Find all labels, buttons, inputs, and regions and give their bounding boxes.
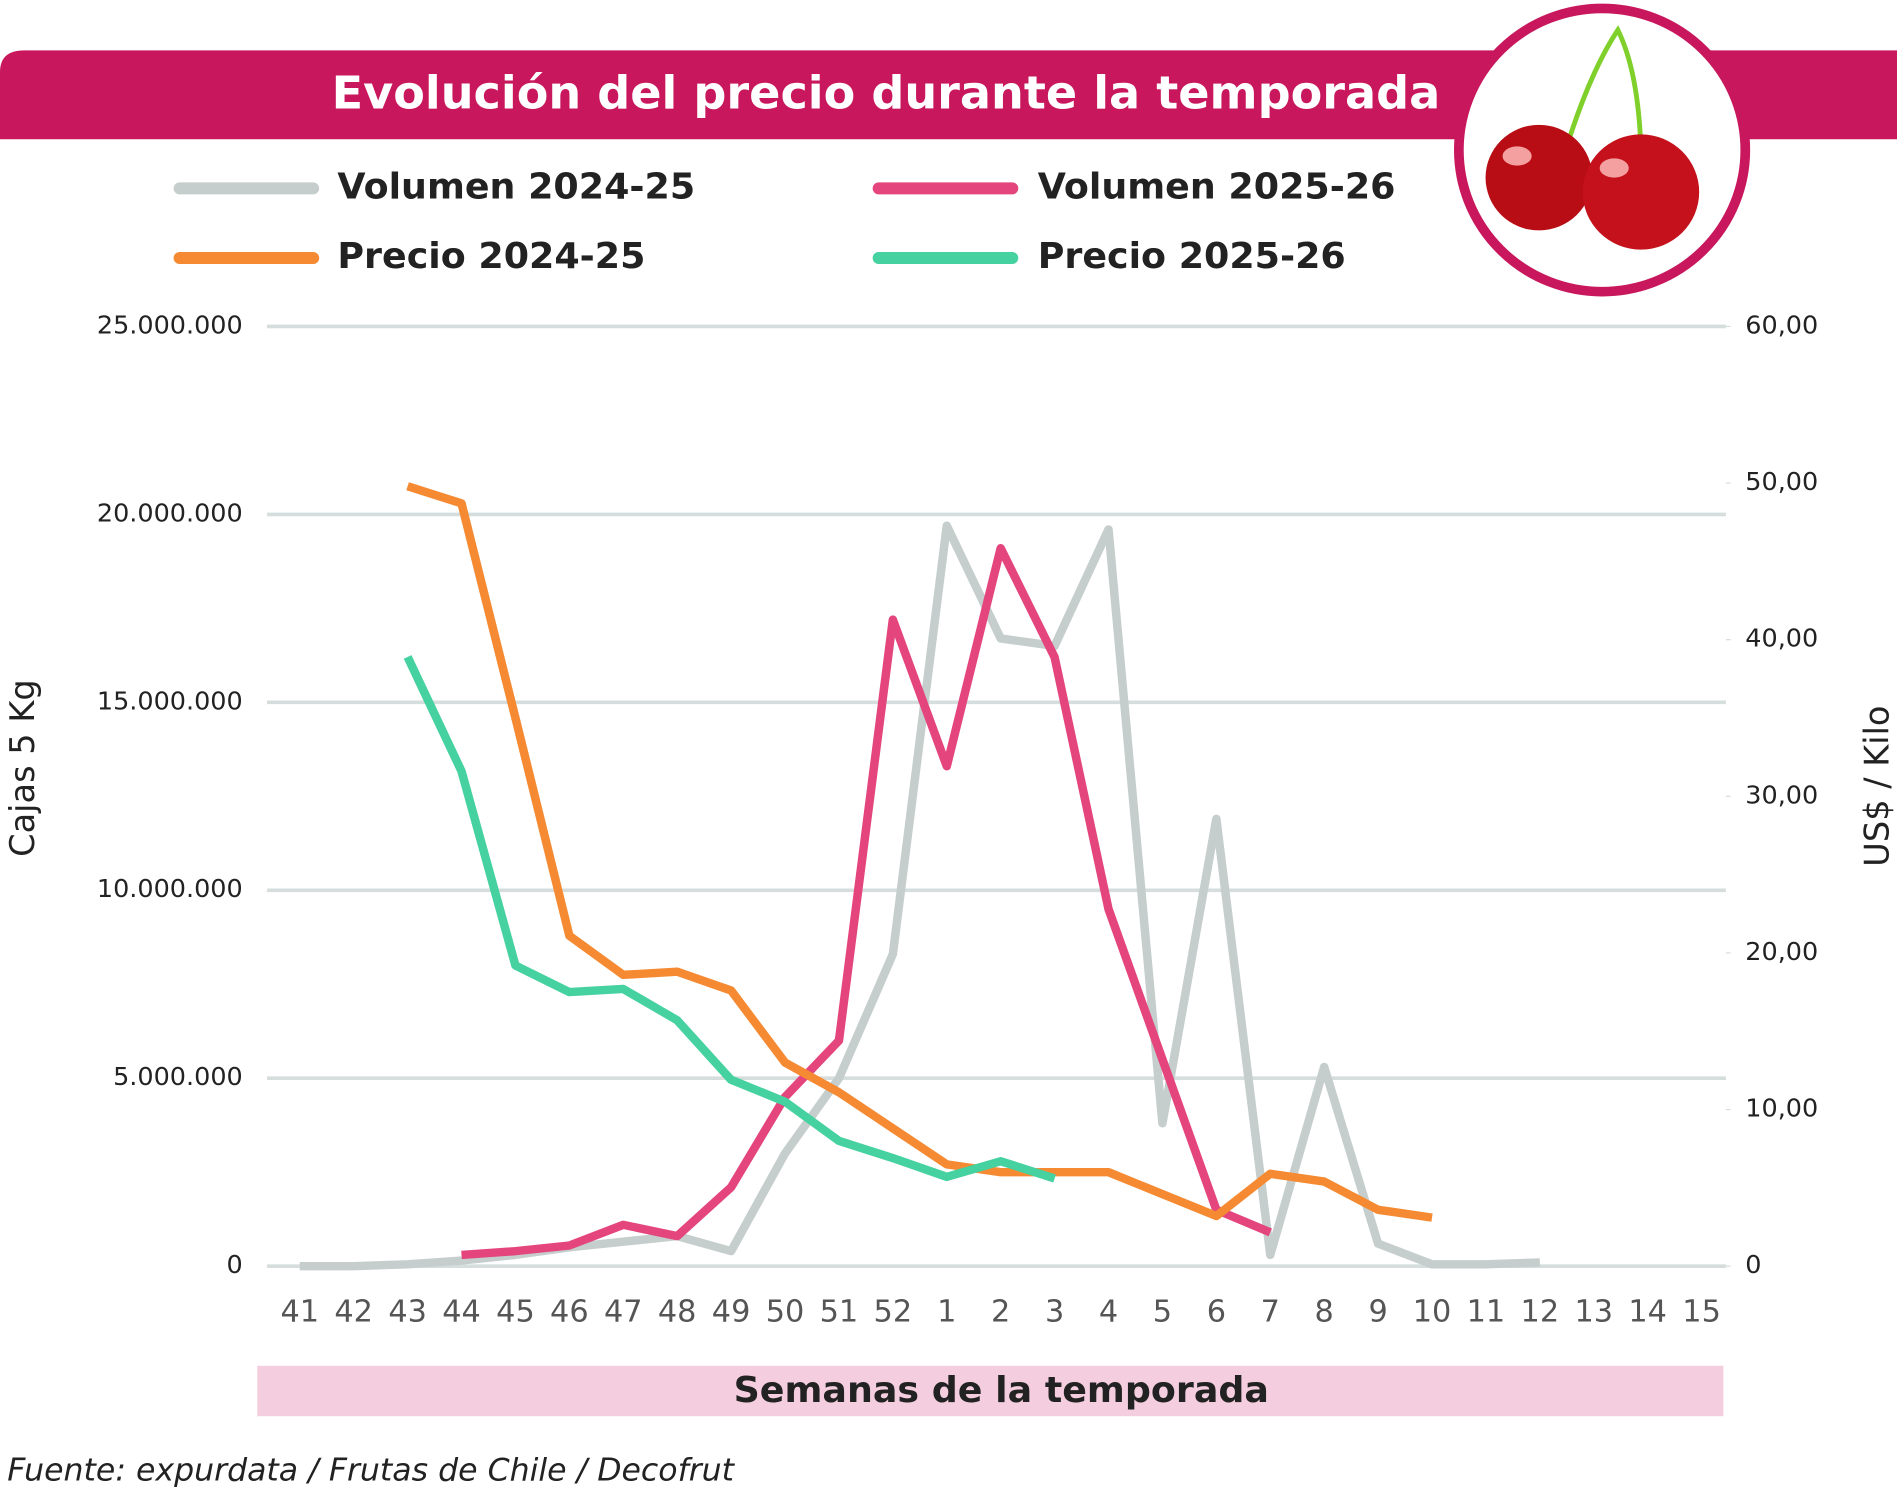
legend: Volumen 2024-25 Volumen 2025-26 Precio 2…: [173, 165, 1396, 277]
data-line: [406, 482, 1433, 1222]
y2-tick-label: 60,00: [1745, 310, 1818, 340]
x-tick-label: 4: [1099, 1295, 1118, 1330]
x-tick-label: 12: [1521, 1295, 1560, 1330]
data-line: [461, 544, 1272, 1260]
x-tick-label: 42: [334, 1295, 373, 1330]
x-tick-label: 11: [1467, 1295, 1506, 1330]
x-tick-label: 8: [1315, 1295, 1334, 1330]
x-tick-label: 49: [712, 1295, 751, 1330]
x-tick-label: 48: [658, 1295, 697, 1330]
cherry-icon: [1454, 3, 1751, 297]
legend-label: Volumen 2025-26: [1038, 165, 1396, 208]
chart-title: Evolución del precio durante la temporad…: [332, 66, 1441, 120]
y2-tick-label: 50,00: [1745, 466, 1818, 496]
y-tick-label: 0: [227, 1249, 243, 1279]
y2-tick-label: 0: [1745, 1249, 1761, 1279]
y-tick-label: 25.000.000: [97, 310, 243, 340]
x-tick-label: 9: [1368, 1295, 1387, 1330]
title-banner: [0, 50, 1897, 140]
x-axis-title: Semanas de la temporada: [734, 1368, 1269, 1411]
x-tick-label: 13: [1574, 1295, 1613, 1330]
x-tick-label: 46: [550, 1295, 589, 1330]
y2-tick-label: 10,00: [1745, 1093, 1818, 1123]
legend-label: Precio 2024-25: [337, 234, 645, 277]
y-tick-label: 20.000.000: [97, 497, 243, 527]
y2-tick-label: 30,00: [1745, 779, 1818, 809]
x-tick-label: 47: [604, 1295, 643, 1330]
data-line: [299, 521, 1540, 1271]
x-tick-label: 43: [388, 1295, 427, 1330]
x-tick-label: 1: [937, 1295, 956, 1330]
x-tick-label: 44: [442, 1295, 481, 1330]
y-tick-label: 15.000.000: [97, 685, 243, 715]
x-tick-label: 5: [1153, 1295, 1172, 1330]
y2-tick-label: 40,00: [1745, 623, 1818, 653]
y2-axis-title: US$ / Kilo: [1857, 705, 1896, 866]
x-tick-label: 14: [1628, 1295, 1667, 1330]
y-axis-title: Cajas 5 Kg: [3, 679, 42, 857]
x-tick-label: 15: [1682, 1295, 1721, 1330]
source-note: Fuente: expurdata / Frutas de Chile / De…: [7, 1453, 735, 1489]
x-title-band: [257, 1365, 1724, 1417]
x-tick-label: 6: [1207, 1295, 1226, 1330]
x-tick-label: 2: [991, 1295, 1010, 1330]
x-tick-label: 50: [766, 1295, 805, 1330]
legend-label: Volumen 2024-25: [337, 165, 695, 208]
x-tick-label: 51: [820, 1295, 859, 1330]
x-tick-label: 41: [280, 1295, 319, 1330]
x-tick-label: 3: [1045, 1295, 1064, 1330]
legend-label: Precio 2025-26: [1038, 234, 1346, 277]
y-tick-label: 10.000.000: [97, 873, 243, 903]
y2-tick-label: 20,00: [1745, 936, 1818, 966]
x-tick-label: 52: [874, 1295, 913, 1330]
x-tick-label: 45: [496, 1295, 535, 1330]
x-tick-label: 10: [1413, 1295, 1452, 1330]
y-tick-label: 5.000.000: [113, 1061, 243, 1091]
data-line: [403, 655, 1056, 1183]
x-tick-label: 7: [1261, 1295, 1280, 1330]
